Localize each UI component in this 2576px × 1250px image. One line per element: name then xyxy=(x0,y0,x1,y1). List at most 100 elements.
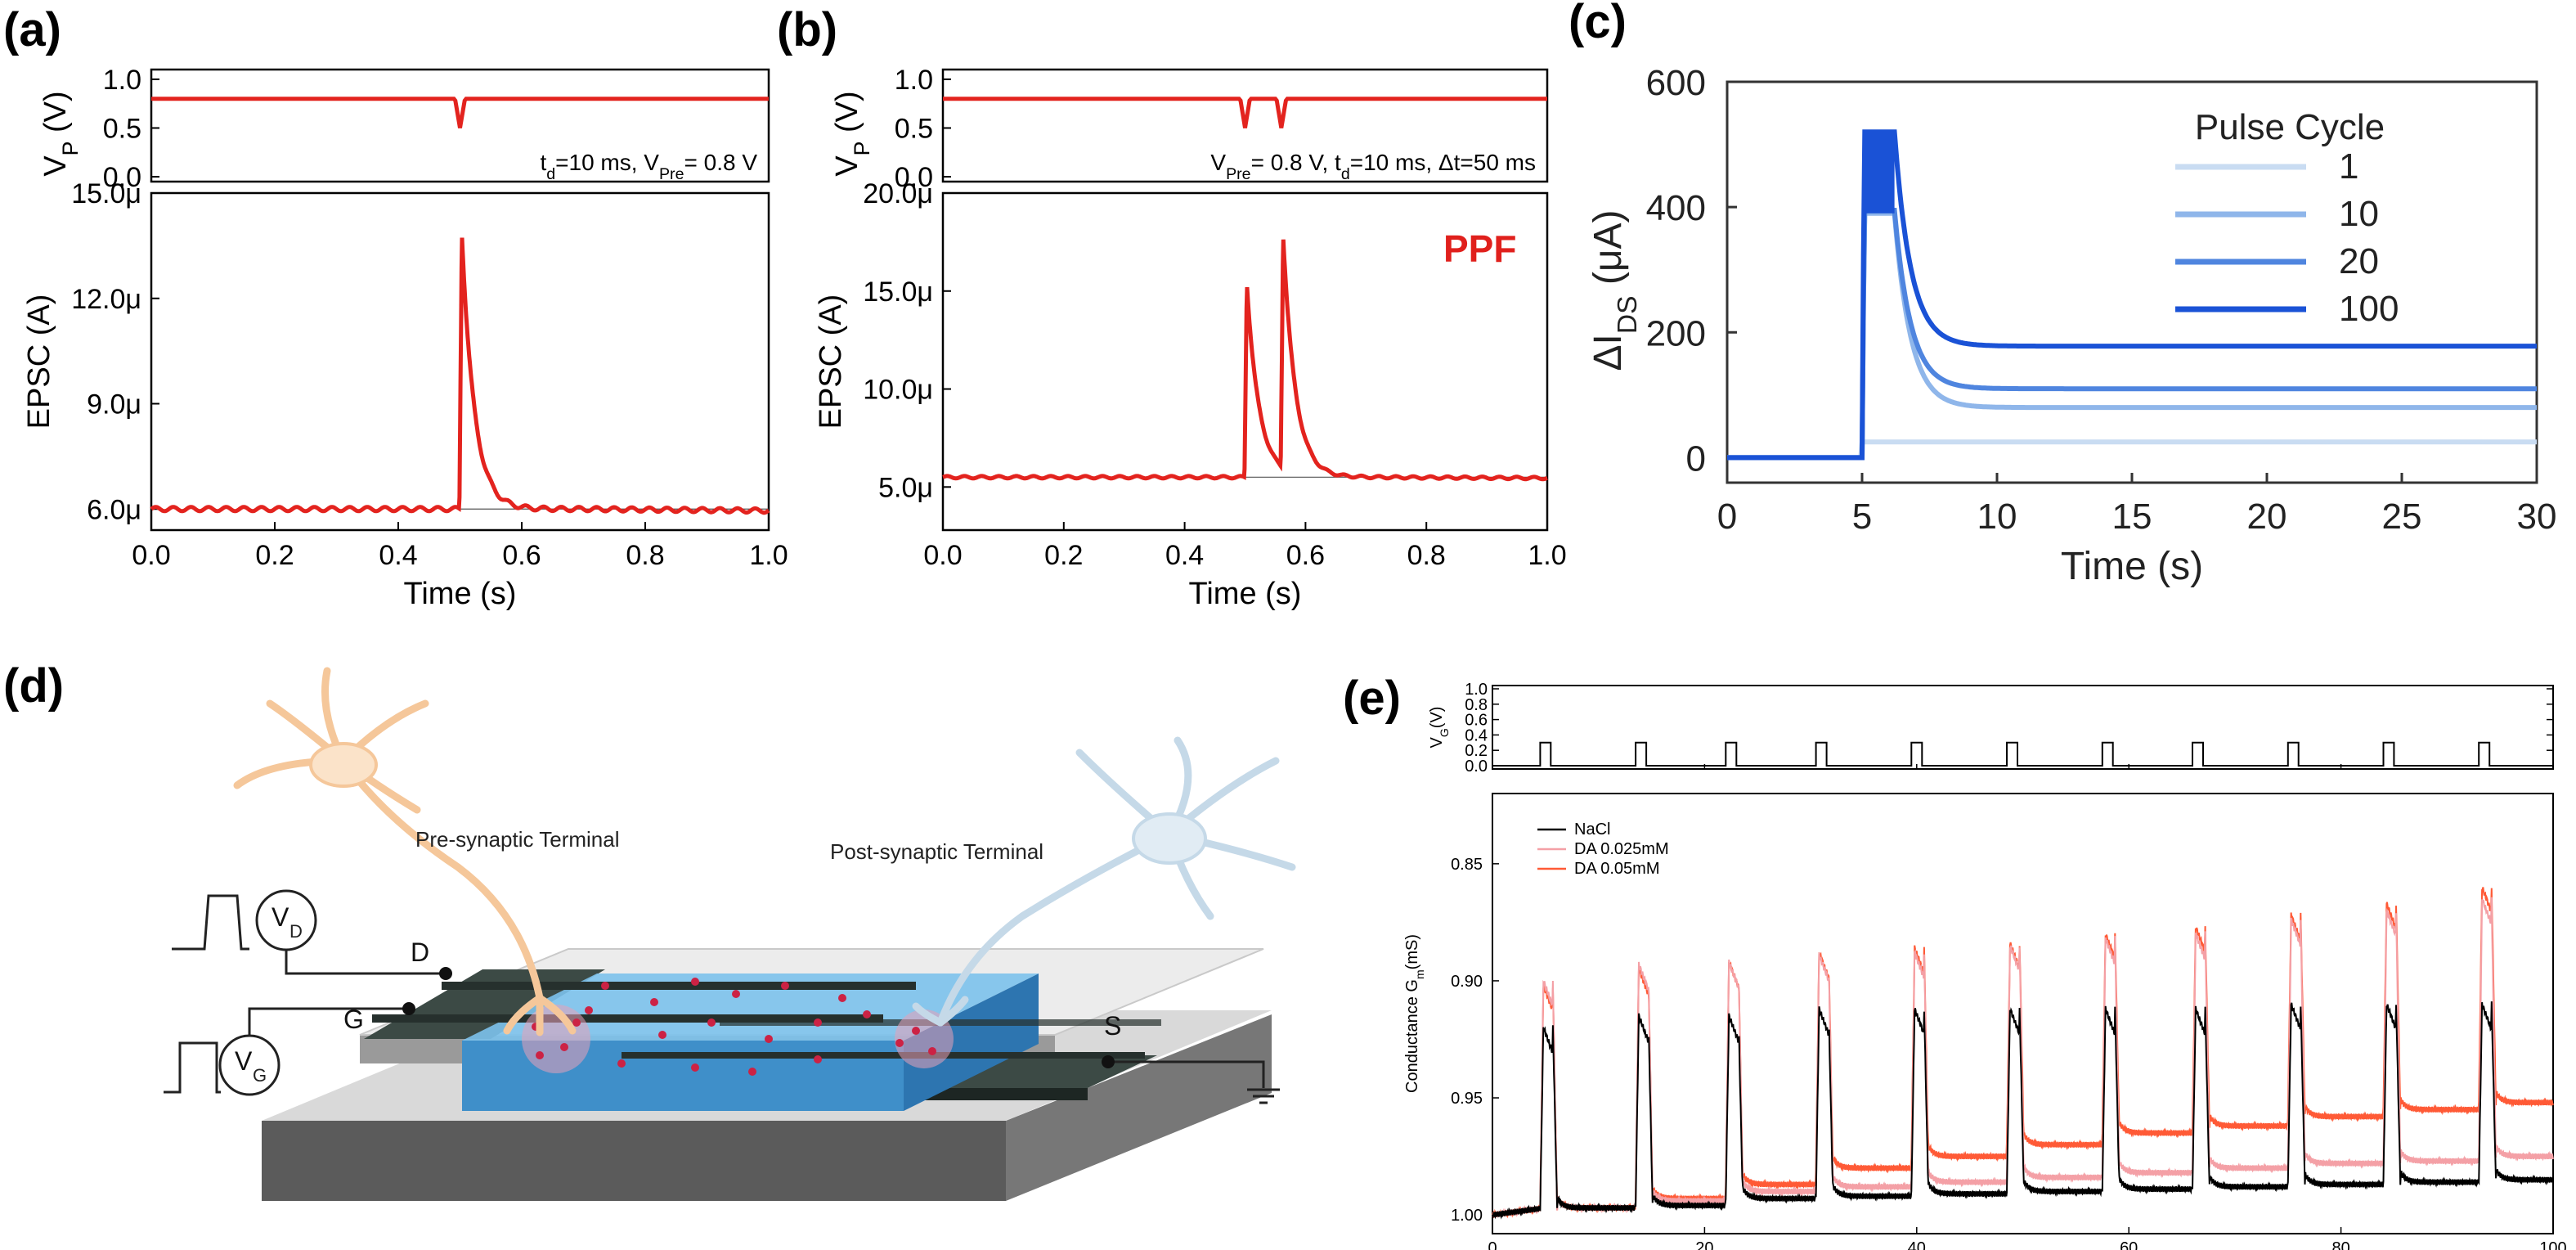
chart-c: 0 200 400 600 0 5 10 15 20 25 30 Time (s) ΔIDS (μA) P… xyxy=(1586,63,2556,588)
x-tick-label: 0.4 xyxy=(379,540,417,571)
x-tick-label: 1.0 xyxy=(1528,540,1566,571)
epsc-plot-frame xyxy=(150,191,770,532)
series-line xyxy=(1492,1001,2554,1220)
vp-tick-label: 1.0 xyxy=(103,65,141,96)
epsc-axis-label: EPSC (A) xyxy=(814,295,848,429)
conductance-tick-label: 1.00 xyxy=(1451,1207,1483,1225)
vp-pulse-line xyxy=(943,97,1547,128)
x-tick-label: 10 xyxy=(1977,497,2017,537)
legend-label: NaCl xyxy=(1574,821,1610,839)
legend-label: 10 xyxy=(2339,194,2379,234)
epsc-line xyxy=(150,237,770,515)
electrolyte-side xyxy=(904,973,1039,1111)
x-tick-label: 1.0 xyxy=(749,540,788,571)
x-tick-label: 0 xyxy=(1717,497,1737,537)
chart-e: 0.00.20.40.60.81.0 VG(V) 0.85 0.90 0.95 1.00 C… xyxy=(1403,681,2567,1250)
x-tick-label: 0.6 xyxy=(1286,540,1325,571)
x-tick-label: 80 xyxy=(2331,1239,2349,1250)
vp-tick-label: 0.5 xyxy=(103,113,141,144)
vp-pulse-line xyxy=(151,97,769,128)
epsc-tick-label: 15.0μ xyxy=(71,178,141,209)
svg-text:D: D xyxy=(289,921,303,942)
legend-label: 20 xyxy=(2339,241,2379,281)
x-tick-label: 15 xyxy=(2112,497,2152,537)
vp-tick-label: 1.0 xyxy=(895,65,933,96)
panel-label-b: (b) xyxy=(777,3,837,56)
x-tick-label: 100 xyxy=(2539,1239,2566,1250)
series-line-20 xyxy=(1727,208,2537,461)
epsc-tick-label: 5.0μ xyxy=(878,472,933,503)
substrate-side xyxy=(262,1014,1272,1201)
x-tick-label: 40 xyxy=(1908,1239,1926,1250)
x-axis-label: Time (s) xyxy=(2061,545,2203,588)
epsc-tick-label: 9.0μ xyxy=(87,389,141,420)
legend-title: Pulse Cycle xyxy=(2195,107,2385,147)
svg-text:G: G xyxy=(253,1065,267,1086)
plot-frame xyxy=(1726,80,2538,484)
legend-label: 1 xyxy=(2339,146,2358,187)
vp-axis-label: VP (V) xyxy=(38,91,83,176)
vg-tick-label: 0.2 xyxy=(1465,742,1488,760)
pre-synaptic-label: Pre-synaptic Terminal xyxy=(415,827,620,852)
x-tick-label: 30 xyxy=(2517,497,2557,537)
x-tick-label: 0 xyxy=(1488,1239,1497,1250)
vg-tick-label: 1.0 xyxy=(1465,681,1488,699)
epsc-line xyxy=(942,239,1548,482)
y-axis-label: ΔIDS (μA) xyxy=(1586,209,1643,371)
vp-plot-frame xyxy=(150,68,770,183)
x-axis-label: Time (s) xyxy=(404,577,517,611)
vp-axis-label: VP (V) xyxy=(830,91,874,176)
epsc-tick-label: 10.0μ xyxy=(863,375,933,406)
x-axis-label: Time (s) xyxy=(1189,577,1302,611)
epsc-tick-label: 12.0μ xyxy=(71,284,141,315)
vg-pulse-line xyxy=(1492,741,2553,767)
vg-tick-label: 0.0 xyxy=(1465,758,1488,776)
x-tick-label: 0.0 xyxy=(923,540,962,571)
x-tick-label: 0.8 xyxy=(626,540,664,571)
x-tick-label: 20 xyxy=(1695,1239,1713,1250)
x-tick-label: 0.0 xyxy=(132,540,170,571)
svg-text:V: V xyxy=(235,1046,253,1076)
vp-tick-label: 0.0 xyxy=(895,162,933,193)
x-tick-label: 0.8 xyxy=(1407,540,1446,571)
conductance-tick-label: 0.90 xyxy=(1451,973,1483,991)
y-tick-label: 0 xyxy=(1686,438,1706,479)
substrate-front xyxy=(262,1121,1006,1201)
panel-label-e: (e) xyxy=(1343,672,1401,725)
x-tick-label: 0.2 xyxy=(255,540,294,571)
epsc-tick-label: 20.0μ xyxy=(863,178,933,209)
vg-tick-label: 0.6 xyxy=(1465,712,1488,730)
epsc-tick-label: 6.0μ xyxy=(87,494,141,525)
pulse-train-block xyxy=(1865,132,1895,214)
vp-tick-label: 0.0 xyxy=(103,162,141,193)
vg-source xyxy=(218,1034,280,1096)
source-label: S xyxy=(1104,1011,1121,1041)
conductance-tick-label: 0.95 xyxy=(1451,1090,1483,1108)
ground-symbol xyxy=(1247,1088,1280,1104)
panel-label-d: (d) xyxy=(3,659,64,713)
vg-tick-label: 0.8 xyxy=(1465,696,1488,714)
x-tick-label: 25 xyxy=(2382,497,2422,537)
chart-b: 0.0 0.5 1.0 VP (V) VPre= 0.8 V, td=10 ms, Δt… xyxy=(814,65,1567,611)
wiring xyxy=(164,894,1265,1094)
panel-label-c: (c) xyxy=(1568,0,1627,48)
vd-source xyxy=(255,889,317,951)
vp-tick-label: 0.5 xyxy=(895,113,933,144)
y-tick-label: 400 xyxy=(1646,188,1706,228)
ions xyxy=(532,978,936,1076)
x-tick-label: 0.2 xyxy=(1044,540,1083,571)
chart-a: 0.0 0.5 1.0 VP (V) td=10 ms, VPre= 0.8 V 6.0μ… xyxy=(22,65,788,611)
x-tick-label: 20 xyxy=(2247,497,2287,537)
legend-label: DA 0.025mM xyxy=(1574,840,1669,858)
post-synaptic-label: Post-synaptic Terminal xyxy=(830,839,1043,864)
pulse-annotation: td=10 ms, VPre= 0.8 V xyxy=(540,150,757,183)
series-line-10 xyxy=(1727,210,2537,461)
panel-label-a: (a) xyxy=(3,3,61,56)
vp-plot-frame xyxy=(941,68,1549,183)
vg-plot-frame xyxy=(1492,685,2554,770)
epsc-axis-label: EPSC (A) xyxy=(22,295,56,429)
epsc-tick-label: 15.0μ xyxy=(863,277,933,308)
drain-label: D xyxy=(411,938,429,967)
vg-tick-label: 0.4 xyxy=(1465,726,1488,744)
